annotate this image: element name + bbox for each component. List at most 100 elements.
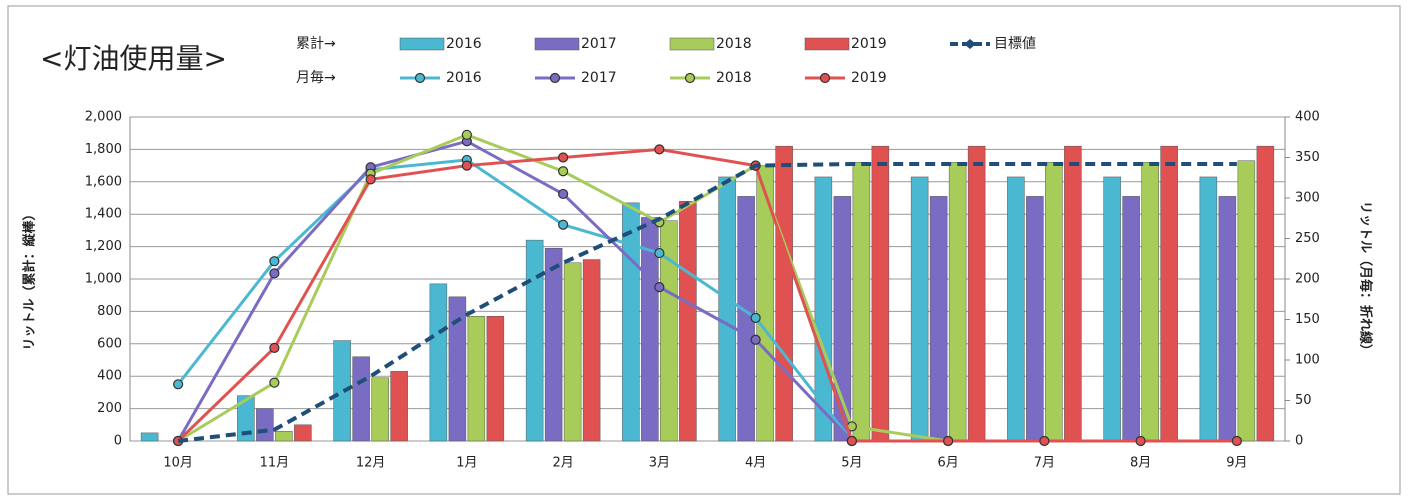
y-tick-label: 600 (97, 336, 122, 351)
bar (833, 196, 852, 442)
line-marker (943, 435, 954, 447)
line-marker (365, 174, 376, 185)
legend-swatch (964, 39, 976, 49)
legend-swatch (414, 72, 426, 84)
x-tick-label: 10月 (163, 456, 193, 471)
legend-swatch (684, 72, 696, 84)
line-marker (558, 219, 569, 230)
x-tick-label: 12月 (356, 456, 386, 471)
bar (371, 377, 389, 442)
target-line (177, 161, 1237, 443)
legend-label: 2018 (716, 70, 752, 86)
line-marker (558, 152, 569, 163)
y-tick-label: 2,000 (85, 110, 122, 125)
bar (256, 408, 274, 442)
bar (1064, 145, 1082, 442)
line-marker (461, 160, 472, 171)
y-tick-label: 400 (97, 369, 122, 384)
line-marker (269, 342, 280, 353)
line-marker (846, 435, 857, 447)
bar (429, 283, 448, 442)
y2-tick-label: 250 (1295, 231, 1320, 246)
bar (718, 176, 736, 442)
bar (390, 371, 408, 442)
y-tick-label: 800 (97, 304, 122, 319)
line-marker (1231, 435, 1242, 447)
bar (775, 145, 793, 442)
line-marker (269, 268, 280, 279)
legend-group-label: 累計→ (296, 36, 336, 52)
bar (852, 162, 871, 442)
y2-axis-title: リットル（月毎：折れ線） (1358, 201, 1374, 357)
x-tick-label: 9月 (1226, 456, 1247, 471)
legend-label: 目標値 (994, 36, 1036, 52)
bar (486, 316, 505, 442)
bar (814, 176, 833, 442)
bar (910, 176, 929, 442)
legend-label: 2019 (851, 70, 887, 86)
line-marker (750, 312, 761, 323)
y2-tick-label: 150 (1295, 312, 1320, 327)
line-marker (461, 129, 472, 140)
y2-tick-label: 200 (1295, 272, 1320, 287)
line-marker (269, 377, 280, 388)
bar (679, 200, 697, 442)
bar (756, 165, 774, 442)
line-marker (558, 188, 569, 200)
bar (948, 162, 967, 442)
bar (294, 424, 312, 442)
y-tick-label: 1,800 (85, 142, 122, 157)
bar (1256, 145, 1275, 442)
bar (237, 395, 255, 442)
x-tick-label: 4月 (745, 456, 766, 471)
bar (563, 262, 582, 442)
line-marker (1039, 435, 1050, 447)
y-tick-label: 1,600 (85, 174, 122, 189)
chart-title: <灯油使用量> (40, 42, 227, 75)
legend-label: 2018 (716, 36, 752, 52)
legend-swatch (819, 72, 831, 84)
y-tick-label: 200 (97, 401, 122, 416)
bar (352, 356, 370, 442)
legend-swatch (669, 37, 715, 51)
line-marker (654, 247, 665, 259)
legend-swatch (549, 72, 561, 84)
x-tick-label: 7月 (1034, 456, 1055, 471)
line-marker (750, 334, 761, 345)
bar (1103, 176, 1121, 442)
bar (582, 259, 601, 442)
y2-tick-label: 100 (1295, 353, 1320, 368)
y-tick-label: 1,000 (85, 272, 122, 287)
y2-tick-label: 400 (1295, 110, 1320, 125)
x-tick-label: 8月 (1130, 456, 1151, 471)
bar (622, 202, 640, 442)
legend-label: 2017 (581, 36, 617, 52)
legend-group-label: 月毎→ (296, 70, 336, 86)
y-axis-title: リットル（累計：縦棒） (22, 207, 38, 350)
legend-swatch (399, 37, 445, 51)
bar (1218, 196, 1237, 442)
line-marker (558, 166, 569, 177)
x-tick-label: 1月 (456, 456, 477, 471)
bar (467, 316, 486, 442)
line (176, 158, 854, 442)
legend-swatch (804, 37, 850, 51)
line-marker (654, 144, 665, 155)
line (176, 139, 853, 443)
x-tick-label: 6月 (937, 456, 958, 471)
line-marker (269, 256, 280, 267)
line-marker (654, 282, 665, 293)
y-tick-label: 0 (114, 434, 122, 449)
x-tick-label: 5月 (841, 456, 862, 471)
legend-swatch (534, 37, 580, 51)
bar (1160, 145, 1178, 442)
bar (525, 239, 544, 442)
bar (1122, 196, 1140, 442)
bar (1007, 176, 1025, 442)
bar (140, 432, 159, 442)
x-tick-label: 11月 (260, 456, 290, 471)
line-marker (1135, 435, 1146, 447)
line (177, 147, 1237, 443)
y2-tick-label: 350 (1295, 150, 1320, 165)
